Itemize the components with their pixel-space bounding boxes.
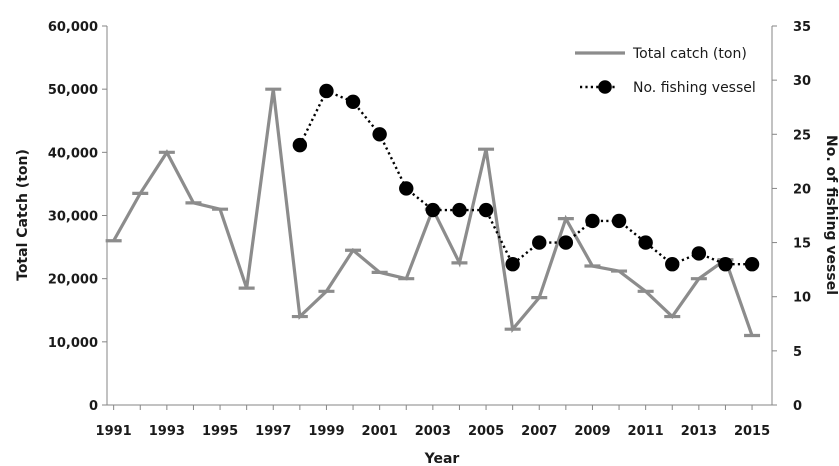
legend-swatch-marker-fishing-vessel xyxy=(598,80,612,94)
fishing-vessel-point xyxy=(425,202,441,218)
left-y-tick-label: 50,000 xyxy=(48,83,98,98)
right-y-tick-label: 25 xyxy=(793,128,811,143)
right-y-tick-label: 30 xyxy=(793,74,811,89)
right-y-axis-title: No. of fishing vessel xyxy=(823,135,839,295)
fishing-vessel-point xyxy=(372,127,387,142)
fishing-vessel-point xyxy=(718,257,733,272)
x-tick-label: 1999 xyxy=(308,424,344,439)
legend-label-total-catch: Total catch (ton) xyxy=(632,46,747,62)
fishing-vessel-point xyxy=(292,137,308,153)
axes: 0 10,000 20,000 30,000 40,000 50,000 60,000 0 5 1… xyxy=(48,20,811,439)
left-y-tick-label: 60,000 xyxy=(48,20,98,35)
x-tick-label: 2009 xyxy=(574,424,610,439)
legend-label-fishing-vessel: No. fishing vessel xyxy=(633,80,756,96)
right-y-tick-label: 0 xyxy=(793,399,802,414)
x-tick-label: 2013 xyxy=(681,424,717,439)
fishing-vessel-point xyxy=(478,202,494,218)
fishing-vessel-point xyxy=(319,83,334,99)
fishing-vessel-point xyxy=(691,246,707,261)
fishing-vessel-point xyxy=(611,213,627,229)
left-y-tick-label: 20,000 xyxy=(48,273,98,288)
x-tick-label: 1995 xyxy=(202,424,238,439)
x-tick-label: 2015 xyxy=(734,424,770,439)
x-tick-label: 2007 xyxy=(521,424,557,439)
x-tick-label: 2011 xyxy=(628,424,664,439)
fishing-vessel-point xyxy=(585,213,600,229)
left-y-tick-label: 40,000 xyxy=(48,146,98,161)
fishing-vessel-point xyxy=(345,94,361,110)
fishing-vessel-point xyxy=(665,257,680,272)
fishing-vessel-point xyxy=(452,202,467,218)
x-tick-label: 2005 xyxy=(468,424,504,439)
left-y-tick-label: 30,000 xyxy=(48,210,98,225)
x-tick-label: 2003 xyxy=(415,424,451,439)
fishing-vessel-point xyxy=(532,235,547,250)
x-tick-label: 1997 xyxy=(255,424,291,439)
series-layer xyxy=(105,83,761,338)
right-y-tick-label: 35 xyxy=(793,20,811,35)
series-fishing-vessel xyxy=(292,83,760,272)
right-y-tick-label: 15 xyxy=(793,237,811,252)
fishing-vessel-point xyxy=(399,181,414,196)
left-y-tick-label: 10,000 xyxy=(48,336,98,351)
legend: Total catch (ton) No. fishing vessel xyxy=(575,46,756,96)
fishing-vessel-point xyxy=(505,257,520,272)
fishing-vessel-point xyxy=(638,235,653,250)
x-tick-label: 1993 xyxy=(149,424,185,439)
fishing-vessel-point xyxy=(744,257,760,272)
x-axis-title: Year xyxy=(424,451,460,466)
left-y-axis-title: Total Catch (ton) xyxy=(15,149,31,281)
fishing-vessel-line xyxy=(298,89,753,267)
right-y-tick-label: 20 xyxy=(793,182,811,197)
fishing-vessel-point xyxy=(558,235,574,250)
left-y-tick-label: 0 xyxy=(89,399,98,414)
x-tick-label: 2001 xyxy=(362,424,398,439)
right-y-tick-label: 10 xyxy=(793,291,811,306)
right-y-tick-label: 5 xyxy=(793,345,802,360)
x-tick-label: 1991 xyxy=(96,424,132,439)
